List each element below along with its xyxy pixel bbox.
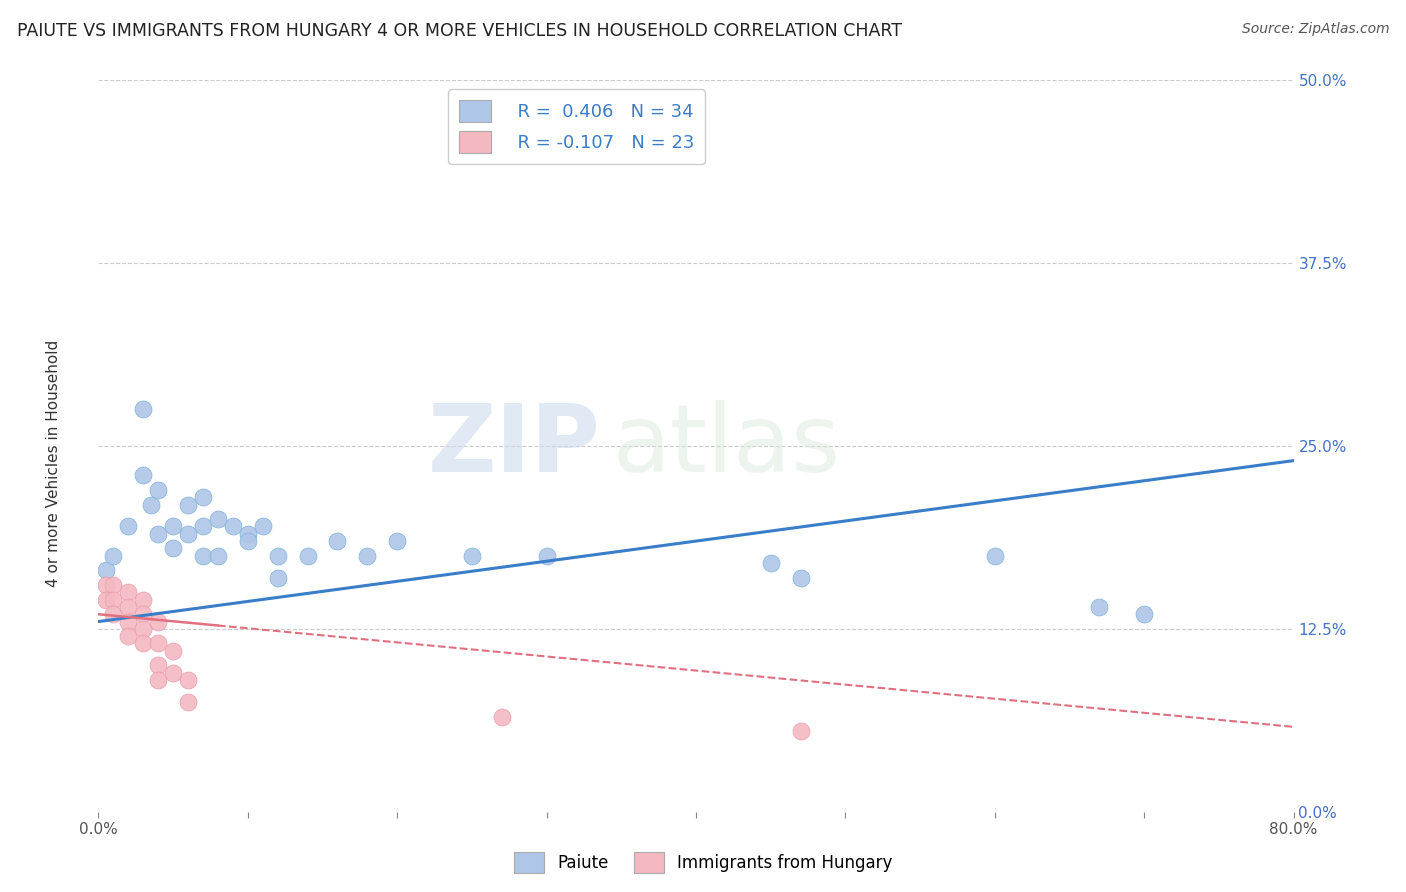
Point xyxy=(148,658,170,673)
Point xyxy=(132,468,155,483)
Point xyxy=(191,490,214,504)
Point xyxy=(162,644,184,658)
Point xyxy=(536,549,558,563)
Point xyxy=(789,724,811,739)
Point xyxy=(356,549,378,563)
Point xyxy=(103,578,125,592)
Point xyxy=(984,549,1007,563)
Point xyxy=(103,607,125,622)
Point xyxy=(162,541,184,556)
Text: Source: ZipAtlas.com: Source: ZipAtlas.com xyxy=(1241,22,1389,37)
Point xyxy=(117,599,139,614)
Text: 4 or more Vehicles in Household: 4 or more Vehicles in Household xyxy=(46,340,60,588)
Point xyxy=(252,519,274,533)
Point xyxy=(236,526,259,541)
Point xyxy=(207,512,229,526)
Point xyxy=(132,636,155,650)
Point xyxy=(267,571,290,585)
Point xyxy=(117,585,139,599)
Point xyxy=(236,534,259,549)
Point xyxy=(759,556,782,570)
Point xyxy=(132,402,155,417)
Point xyxy=(148,615,170,629)
Point xyxy=(461,549,484,563)
Legend: Paiute, Immigrants from Hungary: Paiute, Immigrants from Hungary xyxy=(508,846,898,880)
Point xyxy=(148,673,170,687)
Point xyxy=(132,607,155,622)
Point xyxy=(207,549,229,563)
Text: atlas: atlas xyxy=(613,400,841,492)
Point xyxy=(148,483,170,497)
Point xyxy=(94,578,117,592)
Point xyxy=(191,519,214,533)
Point xyxy=(103,549,125,563)
Point xyxy=(789,571,811,585)
Point xyxy=(1133,607,1156,622)
Point xyxy=(117,615,139,629)
Point xyxy=(94,563,117,577)
Point xyxy=(326,534,349,549)
Point xyxy=(117,629,139,643)
Point xyxy=(162,665,184,680)
Point xyxy=(103,592,125,607)
Point xyxy=(1088,599,1111,614)
Point xyxy=(222,519,245,533)
Point xyxy=(177,673,200,687)
Point xyxy=(177,498,200,512)
Point xyxy=(385,534,409,549)
Text: ZIP: ZIP xyxy=(427,400,600,492)
Point xyxy=(297,549,319,563)
Point xyxy=(117,519,139,533)
Point xyxy=(162,519,184,533)
Text: PAIUTE VS IMMIGRANTS FROM HUNGARY 4 OR MORE VEHICLES IN HOUSEHOLD CORRELATION CH: PAIUTE VS IMMIGRANTS FROM HUNGARY 4 OR M… xyxy=(17,22,901,40)
Point xyxy=(191,549,214,563)
Point xyxy=(148,526,170,541)
Point xyxy=(132,592,155,607)
Point xyxy=(267,549,290,563)
Point xyxy=(491,709,513,723)
Point xyxy=(94,592,117,607)
Point xyxy=(148,636,170,650)
Point xyxy=(177,526,200,541)
Point xyxy=(132,622,155,636)
Point xyxy=(177,695,200,709)
Point xyxy=(139,498,162,512)
Legend:   R =  0.406   N = 34,   R = -0.107   N = 23: R = 0.406 N = 34, R = -0.107 N = 23 xyxy=(449,89,704,164)
